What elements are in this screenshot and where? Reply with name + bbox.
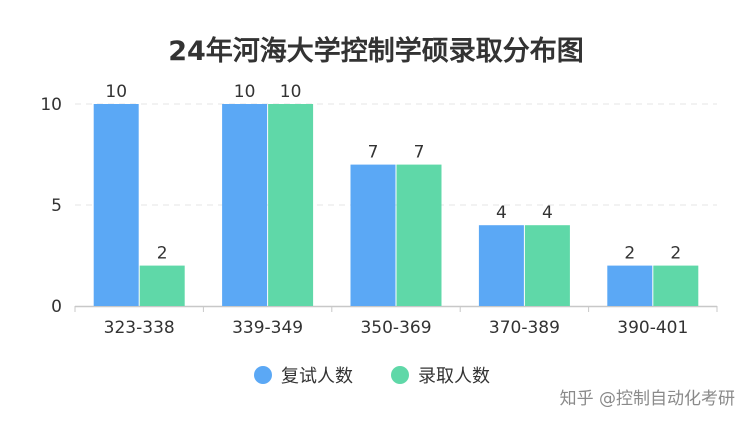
bar-series1 [350, 164, 396, 306]
bar-value-label: 2 [670, 244, 681, 264]
bar-value-label: 2 [157, 244, 168, 264]
x-tick-label: 350-369 [360, 318, 431, 338]
legend-label: 录取人数 [418, 366, 490, 387]
bar-series2 [524, 225, 570, 306]
bar-series1 [93, 104, 139, 306]
bar-series1 [222, 104, 268, 306]
chart-title: 24年河海大学控制学硕录取分布图 [168, 35, 584, 67]
axes: 0 5 10 323-338 339-349 350-369 370-389 390-401 [40, 95, 718, 338]
gridlines [75, 103, 717, 206]
bar-series2 [139, 265, 185, 306]
y-tick-label: 5 [51, 196, 62, 216]
legend-marker [391, 366, 409, 384]
bar-series1 [607, 265, 653, 306]
data-labels: 10 2 10 10 7 7 4 4 2 2 [105, 82, 681, 264]
y-tick-label: 0 [51, 297, 62, 317]
legend: 复试人数 录取人数 [254, 366, 490, 387]
legend-marker [254, 366, 272, 384]
bar-value-label: 10 [234, 82, 256, 102]
x-tick-label: 390-401 [617, 318, 688, 338]
bar-value-label: 7 [414, 143, 425, 163]
bar-value-label: 4 [542, 203, 553, 223]
bar-value-label: 7 [368, 143, 379, 163]
watermark: 知乎 @控制自动化考研 [560, 389, 735, 409]
bar-series2 [396, 164, 442, 306]
legend-label: 复试人数 [281, 366, 353, 387]
bar-value-label: 2 [624, 244, 635, 264]
y-tick-label: 10 [40, 95, 62, 115]
bar-series2 [653, 265, 699, 306]
x-tick-label: 323-338 [104, 318, 175, 338]
bar-value-label: 10 [280, 82, 302, 102]
bar-series2 [268, 104, 314, 306]
bar-value-label: 10 [105, 82, 127, 102]
x-tick-label: 339-349 [232, 318, 303, 338]
bars [93, 104, 699, 306]
bar-value-label: 4 [496, 203, 507, 223]
x-tick-label: 370-389 [489, 318, 560, 338]
bar-series1 [478, 225, 524, 306]
